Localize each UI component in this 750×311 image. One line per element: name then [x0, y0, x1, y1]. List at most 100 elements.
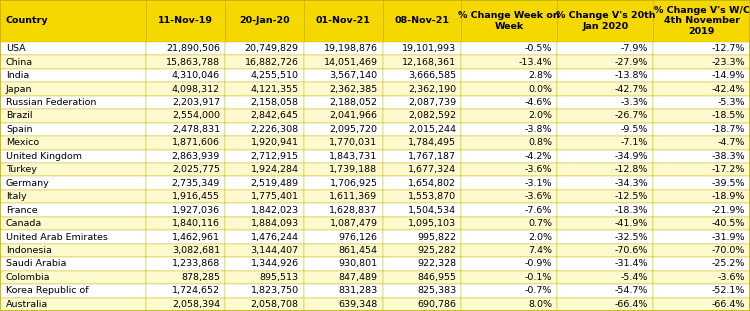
Bar	[146, 298, 225, 311]
Bar	[304, 284, 382, 298]
Bar	[304, 0, 382, 42]
Bar	[225, 123, 304, 136]
Bar	[304, 190, 382, 203]
Text: 2,087,739: 2,087,739	[408, 98, 456, 107]
Text: 2,082,592: 2,082,592	[408, 111, 456, 120]
Text: China: China	[6, 58, 33, 67]
Text: 1,095,103: 1,095,103	[408, 219, 456, 228]
Bar	[653, 55, 750, 69]
Bar	[146, 82, 225, 96]
Text: -0.5%: -0.5%	[525, 44, 552, 53]
Text: 1,871,606: 1,871,606	[172, 138, 220, 147]
Text: -23.3%: -23.3%	[711, 58, 745, 67]
Bar	[557, 190, 653, 203]
Text: Brazil: Brazil	[6, 111, 32, 120]
Text: 3,082,681: 3,082,681	[172, 246, 220, 255]
Text: Mexico: Mexico	[6, 138, 39, 147]
Text: 4,098,312: 4,098,312	[172, 85, 220, 94]
Bar	[653, 257, 750, 271]
Text: 3,666,585: 3,666,585	[408, 71, 456, 80]
Bar	[557, 257, 653, 271]
Text: 995,822: 995,822	[417, 233, 456, 242]
Bar	[382, 257, 461, 271]
Text: -18.3%: -18.3%	[615, 206, 648, 215]
Bar	[304, 136, 382, 150]
Bar	[0, 177, 146, 190]
Text: 2,842,645: 2,842,645	[251, 111, 298, 120]
Bar	[225, 69, 304, 82]
Bar	[382, 284, 461, 298]
Text: 825,383: 825,383	[417, 286, 456, 295]
Bar	[225, 298, 304, 311]
Text: 922,328: 922,328	[417, 259, 456, 268]
Bar	[146, 123, 225, 136]
Bar	[461, 55, 557, 69]
Bar	[557, 271, 653, 284]
Text: 2,735,349: 2,735,349	[172, 179, 220, 188]
Bar	[146, 244, 225, 257]
Text: 0.0%: 0.0%	[528, 85, 552, 94]
Text: 2,362,190: 2,362,190	[408, 85, 456, 94]
Text: -21.9%: -21.9%	[712, 206, 745, 215]
Bar	[304, 109, 382, 123]
Bar	[461, 109, 557, 123]
Text: % Change V's 20th
Jan 2020: % Change V's 20th Jan 2020	[556, 11, 655, 31]
Text: 2,478,831: 2,478,831	[172, 125, 220, 134]
Bar	[146, 42, 225, 55]
Bar	[653, 96, 750, 109]
Text: 1,927,036: 1,927,036	[172, 206, 220, 215]
Bar	[146, 0, 225, 42]
Bar	[557, 284, 653, 298]
Bar	[0, 163, 146, 177]
Bar	[304, 55, 382, 69]
Bar	[146, 96, 225, 109]
Bar	[0, 257, 146, 271]
Text: 2,362,385: 2,362,385	[329, 85, 377, 94]
Bar	[382, 150, 461, 163]
Text: 0.8%: 0.8%	[528, 138, 552, 147]
Text: -7.1%: -7.1%	[621, 138, 648, 147]
Text: 21,890,506: 21,890,506	[166, 44, 220, 53]
Text: USA: USA	[6, 44, 26, 53]
Bar	[653, 177, 750, 190]
Bar	[557, 177, 653, 190]
Bar	[0, 298, 146, 311]
Text: 1,553,870: 1,553,870	[408, 192, 456, 201]
Bar	[225, 109, 304, 123]
Bar	[304, 82, 382, 96]
Text: -27.9%: -27.9%	[615, 58, 648, 67]
Text: 1,628,837: 1,628,837	[329, 206, 377, 215]
Bar	[382, 190, 461, 203]
Text: 1,724,652: 1,724,652	[172, 286, 220, 295]
Bar	[0, 96, 146, 109]
Text: 7.4%: 7.4%	[528, 246, 552, 255]
Bar	[304, 217, 382, 230]
Text: 1,840,116: 1,840,116	[172, 219, 220, 228]
Text: 1,842,023: 1,842,023	[251, 206, 298, 215]
Bar	[146, 177, 225, 190]
Text: 2,188,052: 2,188,052	[329, 98, 377, 107]
Bar	[225, 190, 304, 203]
Bar	[461, 203, 557, 217]
Text: 1,784,495: 1,784,495	[408, 138, 456, 147]
Text: 1,884,093: 1,884,093	[251, 219, 298, 228]
Text: Canada: Canada	[6, 219, 42, 228]
Text: -17.2%: -17.2%	[712, 165, 745, 174]
Text: 19,101,993: 19,101,993	[402, 44, 456, 53]
Text: -54.7%: -54.7%	[615, 286, 648, 295]
Bar	[225, 150, 304, 163]
Bar	[557, 298, 653, 311]
Text: Russian Federation: Russian Federation	[6, 98, 96, 107]
Bar	[146, 271, 225, 284]
Text: -31.4%: -31.4%	[615, 259, 648, 268]
Text: -3.3%: -3.3%	[621, 98, 648, 107]
Bar	[557, 55, 653, 69]
Bar	[225, 230, 304, 244]
Bar	[461, 69, 557, 82]
Text: -26.7%: -26.7%	[615, 111, 648, 120]
Bar	[653, 69, 750, 82]
Bar	[557, 96, 653, 109]
Bar	[0, 109, 146, 123]
Text: Colombia: Colombia	[6, 273, 50, 282]
Text: 1,916,455: 1,916,455	[172, 192, 220, 201]
